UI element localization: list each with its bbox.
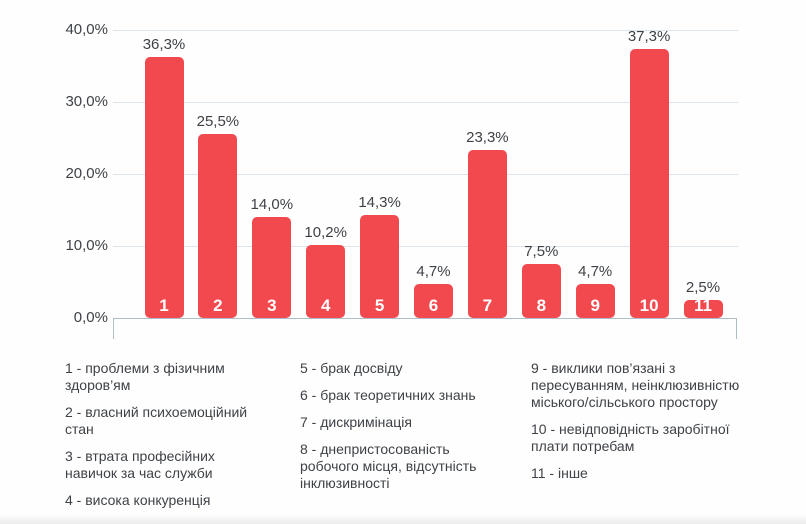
bar-index-label: 3 bbox=[267, 295, 277, 315]
bar-value-label: 23,3% bbox=[466, 129, 509, 147]
bar-value-label: 7,5% bbox=[524, 243, 559, 260]
legend-column-3: 9 - виклики пов’язані з пересуванням, не… bbox=[531, 360, 793, 492]
bar: 8 bbox=[521, 264, 561, 318]
legend-item: 5 - брак досвіду bbox=[300, 360, 403, 376]
bar-index-label: 2 bbox=[213, 295, 223, 315]
gridline bbox=[113, 101, 738, 103]
legend-item: 8 - днепристосованість робочого місця, в… bbox=[300, 441, 477, 491]
bar-index-label: 4 bbox=[320, 295, 331, 315]
bar-index-label: 7 bbox=[482, 295, 493, 315]
legend-item: 7 - дискримінація bbox=[300, 414, 412, 430]
bar-index-label: 5 bbox=[374, 295, 385, 315]
bar: 3 bbox=[252, 217, 292, 318]
legend-item: 1 - проблеми з фізичним здоров’ям bbox=[65, 360, 225, 393]
legend-item: 2 - власний психоемоційний стан bbox=[65, 404, 248, 437]
bar-value-label: 36,3% bbox=[142, 35, 186, 53]
y-axis-tick-label: 30,0% bbox=[65, 93, 108, 110]
y-axis-tick-label: 10,0% bbox=[65, 237, 108, 254]
legend-item: 11 - інше bbox=[531, 465, 588, 481]
gridline bbox=[113, 173, 738, 175]
legend-item: 3 - втрата професійних навичок за час сл… bbox=[65, 448, 215, 481]
bar-value-label: 25,5% bbox=[196, 113, 240, 131]
y-axis-tick-label: 20,0% bbox=[65, 165, 108, 182]
bar: 9 bbox=[575, 284, 615, 318]
bar-value-label: 14,3% bbox=[358, 194, 401, 212]
legend-item: 9 - виклики пов’язані з пересуванням, не… bbox=[531, 360, 740, 410]
bar: 4 bbox=[306, 244, 346, 318]
bar: 2 bbox=[198, 134, 238, 318]
gridline bbox=[113, 245, 738, 247]
x-axis-frame bbox=[113, 318, 737, 339]
y-axis-tick-label: 40,0% bbox=[65, 21, 108, 38]
bar-value-label: 37,3% bbox=[627, 28, 671, 46]
legend-item: 6 - брак теоретичних знань bbox=[300, 387, 476, 403]
bar: 11 bbox=[683, 296, 723, 318]
bar: 10 bbox=[629, 49, 669, 318]
bar-value-label: 10,2% bbox=[304, 223, 347, 241]
legend-column-2: 5 - брак досвіду 6 - брак теоретичних зна… bbox=[300, 360, 535, 502]
legend-column-1: 1 - проблеми з фізичним здоров’ям 2 - вла… bbox=[65, 360, 295, 519]
gridline bbox=[113, 29, 738, 31]
bar-index-label: 9 bbox=[590, 295, 600, 315]
bar-index-label: 1 bbox=[159, 295, 169, 315]
y-axis-tick-label: 0,0% bbox=[73, 309, 108, 326]
bar-value-label: 2,5% bbox=[685, 279, 721, 296]
bar-index-label: 10 bbox=[639, 295, 659, 315]
bar-index-label: 11 bbox=[694, 296, 712, 315]
legend-item: 10 - невідповідність заробітної плати по… bbox=[531, 421, 730, 454]
bar-index-label: 6 bbox=[428, 295, 439, 315]
bar: 5 bbox=[360, 215, 400, 318]
bar: 6 bbox=[414, 284, 453, 318]
legend-item: 4 - висока конкуренція bbox=[65, 492, 211, 508]
bar: 1 bbox=[144, 56, 184, 318]
bar-value-label: 4,7% bbox=[578, 263, 613, 281]
bottom-fade bbox=[0, 514, 806, 524]
bar-index-label: 8 bbox=[536, 296, 547, 315]
bar-value-label: 14,0% bbox=[250, 196, 294, 214]
bar: 7 bbox=[467, 150, 507, 318]
bar-value-label: 4,7% bbox=[416, 263, 451, 281]
